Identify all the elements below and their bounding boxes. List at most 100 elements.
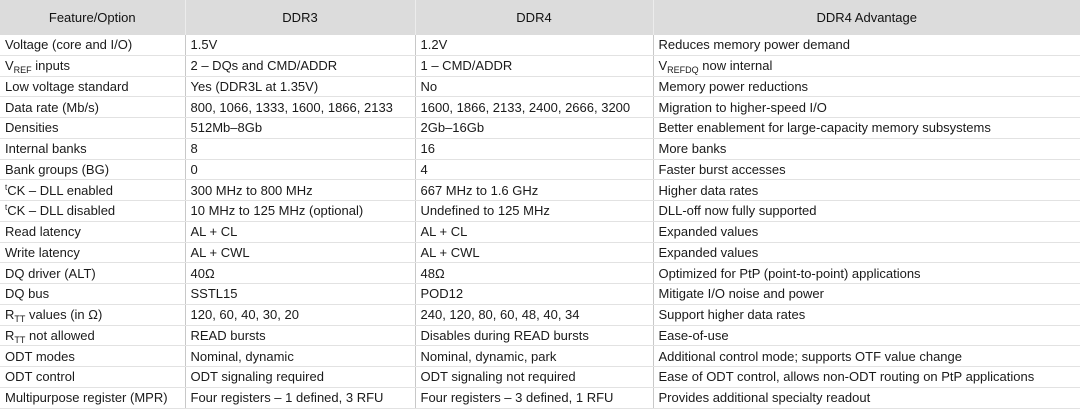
ddr3-cell: Yes (DDR3L at 1.35V): [185, 76, 416, 98]
advantage-cell-text: Memory power reductions: [658, 78, 809, 94]
feature-cell-sub: REF: [13, 65, 32, 76]
ddr4-cell: 1600, 1866, 2133, 2400, 2666, 3200: [415, 96, 654, 118]
header-feature: Feature/Option: [0, 0, 186, 35]
ddr4-cell: Nominal, dynamic, park: [415, 345, 654, 367]
ddr4-cell: 2Gb–16Gb: [415, 117, 654, 139]
feature-cell-text: Data rate (Mb/s): [5, 99, 99, 115]
ddr4-cell: POD12: [415, 283, 654, 305]
feature-cell-text: inputs: [31, 58, 70, 74]
advantage-cell: VREFDQ now internal: [653, 55, 1080, 77]
advantage-cell: Memory power reductions: [653, 76, 1080, 98]
ddr4-cell: 1 – CMD/ADDR: [415, 55, 654, 77]
feature-cell-text: Read latency: [5, 224, 81, 240]
feature-cell: RTT values (in Ω): [0, 304, 186, 326]
advantage-cell: Higher data rates: [653, 179, 1080, 201]
table-row: Data rate (Mb/s) 800, 1066, 1333, 1600, 1…: [0, 96, 1080, 118]
advantage-cell: Expanded values: [653, 221, 1080, 243]
feature-cell-sub: TT: [14, 314, 26, 325]
ddr3-cell: 40Ω: [185, 262, 416, 284]
ddr3-cell: 1.5V: [185, 35, 416, 56]
ddr3-cell: 800, 1066, 1333, 1600, 1866, 2133: [185, 96, 416, 118]
header-row: Feature/Option DDR3 DDR4 DDR4 Advantage: [0, 0, 1080, 35]
ddr3-cell: 300 MHz to 800 MHz: [185, 179, 416, 201]
ddr4-cell: No: [415, 76, 654, 98]
table-row: ODT control ODT signaling required ODT sig…: [0, 366, 1080, 388]
ddr3-cell: READ bursts: [185, 325, 416, 347]
ddr4-cell: AL + CWL: [415, 242, 654, 264]
ddr3-cell: 512Mb–8Gb: [185, 117, 416, 139]
feature-cell-text: Write latency: [5, 244, 80, 260]
table-row: Write latency AL + CWL AL + CWL Expanded va…: [0, 242, 1080, 264]
table-row: Densities 512Mb–8Gb 2Gb–16Gb Better enablem…: [0, 117, 1080, 139]
feature-cell-text: not allowed: [25, 327, 95, 343]
feature-cell-text: ODT control: [5, 369, 75, 385]
ddr3-cell: AL + CWL: [185, 242, 416, 264]
feature-cell-text: Internal banks: [5, 141, 87, 157]
table-row: RTT not allowed READ bursts Disables durin…: [0, 325, 1080, 347]
ddr4-cell: 16: [415, 138, 654, 160]
advantage-cell: Expanded values: [653, 242, 1080, 264]
header-ddr3: DDR3: [185, 0, 416, 35]
ddr4-cell: 48Ω: [415, 262, 654, 284]
advantage-cell-text: Expanded values: [658, 224, 759, 240]
ddr3-cell: AL + CL: [185, 221, 416, 243]
advantage-cell: Support higher data rates: [653, 304, 1080, 326]
feature-cell: Multipurpose register (MPR): [0, 387, 186, 409]
table-row: Multipurpose register (MPR) Four register…: [0, 387, 1080, 409]
advantage-cell: Optimized for PtP (point-to-point) appli…: [653, 262, 1080, 284]
ddr4-cell: Disables during READ bursts: [415, 325, 654, 347]
ddr4-cell: 1.2V: [415, 35, 654, 56]
advantage-cell-text: Reduces memory power demand: [658, 37, 850, 53]
advantage-cell: Additional control mode; supports OTF va…: [653, 345, 1080, 367]
ddr3-cell: Nominal, dynamic: [185, 345, 416, 367]
advantage-cell-text: Provides additional specialty readout: [658, 390, 871, 406]
feature-cell: Bank groups (BG): [0, 159, 186, 181]
advantage-cell: Better enablement for large-capacity mem…: [653, 117, 1080, 139]
table-row: ODT modes Nominal, dynamic Nominal, dynami…: [0, 345, 1080, 367]
feature-cell: VREF inputs: [0, 55, 186, 77]
advantage-cell-text: Ease of ODT control, allows non-ODT rout…: [658, 369, 1035, 385]
advantage-cell: Reduces memory power demand: [653, 35, 1080, 56]
feature-cell: RTT not allowed: [0, 325, 186, 347]
ddr4-cell: AL + CL: [415, 221, 654, 243]
feature-cell-pre: R: [5, 307, 15, 323]
feature-cell: Voltage (core and I/O): [0, 35, 186, 56]
feature-cell: tCK – DLL disabled: [0, 200, 186, 222]
feature-cell: tCK – DLL enabled: [0, 179, 186, 201]
feature-cell: ODT control: [0, 366, 186, 388]
advantage-cell-text: now internal: [698, 58, 773, 74]
feature-cell-text: Voltage (core and I/O): [5, 37, 133, 53]
header-advantage: DDR4 Advantage: [653, 0, 1080, 35]
table-row: Internal banks 8 16 More banks: [0, 138, 1080, 160]
ddr4-cell: 240, 120, 80, 60, 48, 40, 34: [415, 304, 654, 326]
feature-cell-text: CK – DLL enabled: [7, 182, 113, 198]
table-row: tCK – DLL enabled 300 MHz to 800 MHz 667 M…: [0, 179, 1080, 201]
feature-cell: Data rate (Mb/s): [0, 96, 186, 118]
feature-cell: Internal banks: [0, 138, 186, 160]
advantage-cell-text: Expanded values: [658, 244, 759, 260]
feature-cell-text: CK – DLL disabled: [7, 203, 116, 219]
feature-cell-text: Low voltage standard: [5, 78, 129, 94]
ddr4-cell: Four registers – 3 defined, 1 RFU: [415, 387, 654, 409]
feature-cell-pre: V: [5, 58, 14, 74]
ddr3-cell: 0: [185, 159, 416, 181]
feature-cell: Write latency: [0, 242, 186, 264]
advantage-cell-text: Mitigate I/O noise and power: [658, 286, 824, 302]
table-row: tCK – DLL disabled 10 MHz to 125 MHz (opt…: [0, 200, 1080, 222]
ddr4-cell: ODT signaling not required: [415, 366, 654, 388]
advantage-cell-text: Faster burst accesses: [658, 161, 786, 177]
table-row: RTT values (in Ω) 120, 60, 40, 30, 20 240,…: [0, 304, 1080, 326]
ddr3-cell: 10 MHz to 125 MHz (optional): [185, 200, 416, 222]
advantage-cell: More banks: [653, 138, 1080, 160]
table-row: Voltage (core and I/O) 1.5V 1.2V Reduces me…: [0, 35, 1080, 56]
feature-cell: DQ bus: [0, 283, 186, 305]
advantage-cell-text: Additional control mode; supports OTF va…: [658, 348, 963, 364]
advantage-cell: Ease-of-use: [653, 325, 1080, 347]
advantage-cell-text: Optimized for PtP (point-to-point) appli…: [658, 265, 921, 281]
feature-cell-sup: t: [5, 203, 8, 213]
ddr3-cell: 120, 60, 40, 30, 20: [185, 304, 416, 326]
feature-cell-text: DQ driver (ALT): [5, 265, 96, 281]
ddr3-cell: 2 – DQs and CMD/ADDR: [185, 55, 416, 77]
advantage-cell-pre: V: [658, 58, 668, 74]
